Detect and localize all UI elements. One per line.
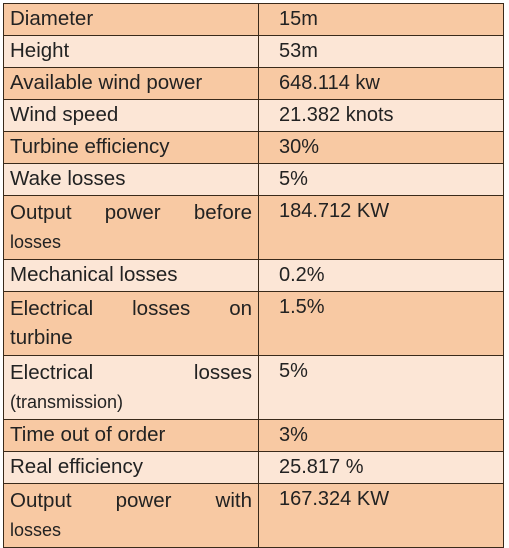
table-row: Electrical losses on turbine 1.5% bbox=[3, 291, 504, 356]
row-label-line1: Electrical losses bbox=[10, 361, 252, 384]
row-value: 21.382 knots bbox=[258, 99, 504, 132]
row-value: 184.712 KW bbox=[258, 195, 504, 260]
row-label: Mechanical losses bbox=[3, 259, 259, 292]
row-label: Diameter bbox=[3, 3, 259, 36]
row-value: 167.324 KW bbox=[258, 483, 504, 548]
row-label: Available wind power bbox=[3, 67, 259, 100]
row-label: Electrical losses (transmission) bbox=[3, 355, 259, 420]
row-value: 30% bbox=[258, 131, 504, 164]
row-label: Wind speed bbox=[3, 99, 259, 132]
row-label: Output power with losses bbox=[3, 483, 259, 548]
row-value: 648.114 kw bbox=[258, 67, 504, 100]
row-label-line2: losses bbox=[10, 520, 62, 540]
row-label-line2: (transmission) bbox=[10, 392, 124, 412]
row-label: Wake losses bbox=[3, 163, 259, 196]
table-row: Time out of order 3% bbox=[3, 419, 504, 452]
row-label: Output power before losses bbox=[3, 195, 259, 260]
row-value: 1.5% bbox=[258, 291, 504, 356]
table-row: Height 53m bbox=[3, 35, 504, 68]
specifications-document: Diameter 15m Height 53m Available wind p… bbox=[3, 3, 504, 548]
row-label: Turbine efficiency bbox=[3, 131, 259, 164]
turbine-specs-table: Diameter 15m Height 53m Available wind p… bbox=[3, 3, 504, 548]
row-label: Electrical losses on turbine bbox=[3, 291, 259, 356]
table-row: Wake losses 5% bbox=[3, 163, 504, 196]
row-value: 53m bbox=[258, 35, 504, 68]
table-row: Available wind power 648.114 kw bbox=[3, 67, 504, 100]
table-row: Electrical losses (transmission) 5% bbox=[3, 355, 504, 420]
row-value: 5% bbox=[258, 355, 504, 420]
table-row: Turbine efficiency 30% bbox=[3, 131, 504, 164]
row-value: 3% bbox=[258, 419, 504, 452]
row-value: 15m bbox=[258, 3, 504, 36]
row-value: 5% bbox=[258, 163, 504, 196]
table-row: Real efficiency 25.817 % bbox=[3, 451, 504, 484]
row-label: Time out of order bbox=[3, 419, 259, 452]
table-row: Mechanical losses 0.2% bbox=[3, 259, 504, 292]
row-value: 25.817 % bbox=[258, 451, 504, 484]
table-row: Diameter 15m bbox=[3, 3, 504, 36]
row-label: Real efficiency bbox=[3, 451, 259, 484]
table-row: Wind speed 21.382 knots bbox=[3, 99, 504, 132]
row-label-line2: losses bbox=[10, 232, 62, 252]
row-label-line1: Output power before bbox=[10, 201, 252, 224]
row-value: 0.2% bbox=[258, 259, 504, 292]
table-row: Output power before losses 184.712 KW bbox=[3, 195, 504, 260]
row-label: Height bbox=[3, 35, 259, 68]
row-label-line1: Output power with bbox=[10, 489, 252, 512]
row-label-line1: Electrical losses on bbox=[10, 297, 252, 320]
row-label-line2: turbine bbox=[10, 326, 73, 349]
table-row: Output power with losses 167.324 KW bbox=[3, 483, 504, 548]
